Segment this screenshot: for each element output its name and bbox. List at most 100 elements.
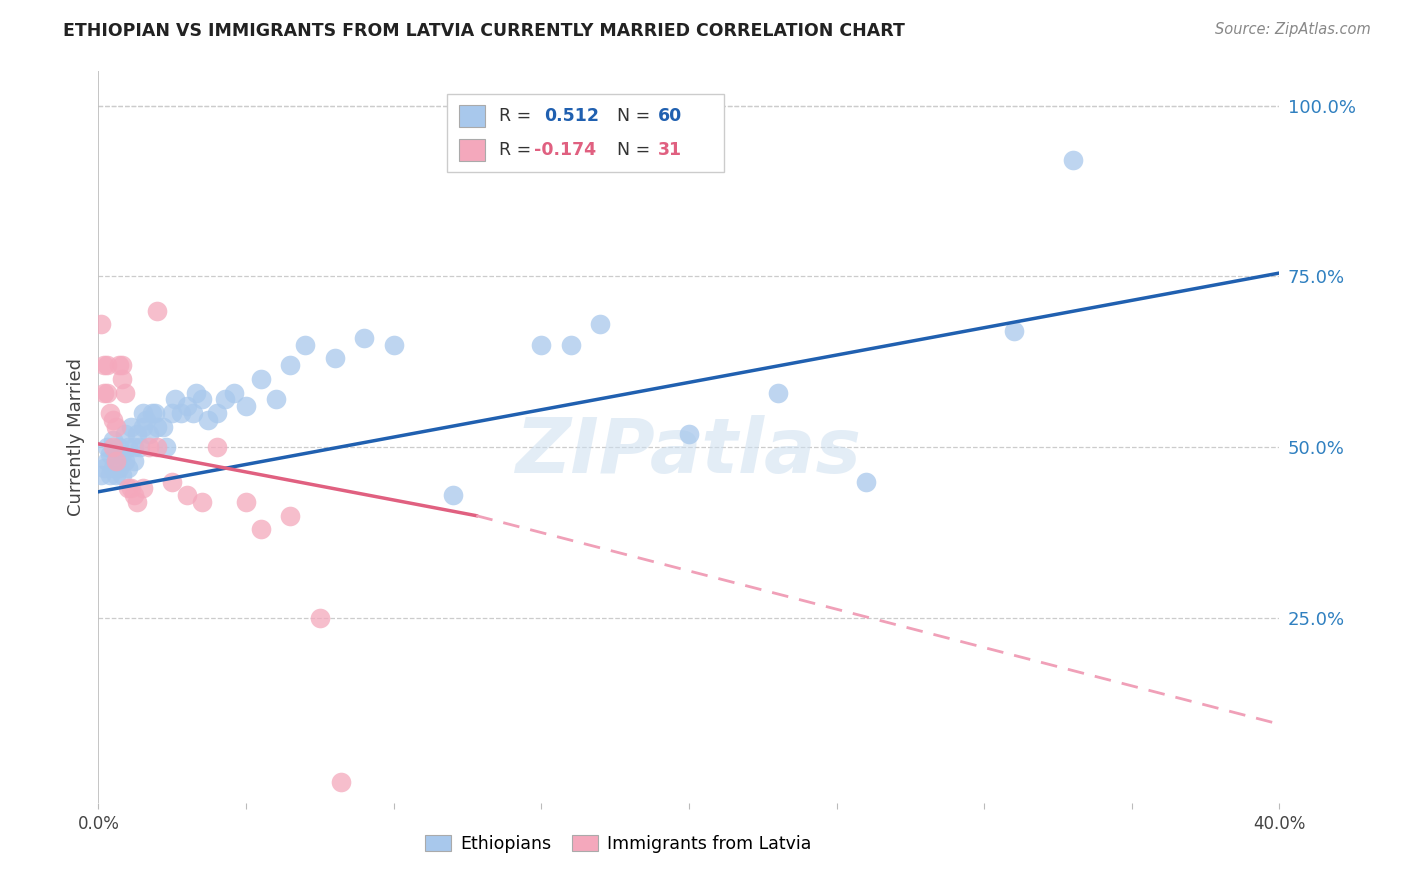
Point xyxy=(96,454,118,468)
Y-axis label: Currently Married: Currently Married xyxy=(66,358,84,516)
Point xyxy=(441,488,464,502)
Point xyxy=(309,611,332,625)
Point xyxy=(205,406,228,420)
Point xyxy=(191,392,214,407)
Point xyxy=(132,481,155,495)
FancyBboxPatch shape xyxy=(458,139,485,161)
Point xyxy=(125,495,148,509)
Point xyxy=(280,508,302,523)
Point xyxy=(114,426,136,441)
Point xyxy=(138,440,160,454)
Point xyxy=(96,385,118,400)
Point xyxy=(132,406,155,420)
Point xyxy=(122,488,145,502)
Point xyxy=(122,440,145,454)
Point xyxy=(184,385,207,400)
Text: 31: 31 xyxy=(658,141,682,160)
Point xyxy=(93,385,115,400)
Point xyxy=(224,385,246,400)
Point xyxy=(108,460,131,475)
Point xyxy=(103,413,125,427)
Point xyxy=(114,454,136,468)
Point xyxy=(108,440,131,454)
Point xyxy=(143,406,166,420)
Point xyxy=(105,420,128,434)
Point xyxy=(108,359,131,373)
Point xyxy=(93,359,115,373)
Text: 0.512: 0.512 xyxy=(544,107,599,125)
Point xyxy=(382,338,405,352)
Text: Source: ZipAtlas.com: Source: ZipAtlas.com xyxy=(1215,22,1371,37)
Text: -0.174: -0.174 xyxy=(534,141,596,160)
Point xyxy=(117,440,139,454)
Point xyxy=(96,440,118,454)
Point xyxy=(353,331,375,345)
Text: 60: 60 xyxy=(658,107,682,125)
Point xyxy=(93,460,115,475)
Point xyxy=(205,440,228,454)
Point xyxy=(105,467,128,482)
Point xyxy=(235,400,257,414)
Point xyxy=(146,420,169,434)
Text: N =: N = xyxy=(617,107,650,125)
Point xyxy=(165,392,187,407)
Point xyxy=(98,467,121,482)
Point xyxy=(264,392,287,407)
Point xyxy=(111,372,134,386)
Point xyxy=(141,406,163,420)
Point xyxy=(120,420,142,434)
Point xyxy=(114,385,136,400)
Point xyxy=(128,440,150,454)
Text: ETHIOPIAN VS IMMIGRANTS FROM LATVIA CURRENTLY MARRIED CORRELATION CHART: ETHIOPIAN VS IMMIGRANTS FROM LATVIA CURR… xyxy=(63,22,905,40)
Point xyxy=(111,467,134,482)
Point xyxy=(323,351,346,366)
Point xyxy=(250,372,273,386)
Point xyxy=(122,454,145,468)
FancyBboxPatch shape xyxy=(458,105,485,127)
FancyBboxPatch shape xyxy=(447,94,724,172)
Text: R =: R = xyxy=(499,141,531,160)
Point xyxy=(1002,324,1025,338)
Point xyxy=(90,467,112,482)
Point xyxy=(162,475,183,489)
Point xyxy=(250,522,273,536)
Point xyxy=(105,447,128,461)
Point xyxy=(103,460,125,475)
Point xyxy=(111,359,134,373)
Point xyxy=(90,318,112,332)
Point xyxy=(111,447,134,461)
Point xyxy=(125,426,148,441)
Point xyxy=(120,481,142,495)
Point xyxy=(235,495,257,509)
Point xyxy=(176,488,198,502)
Point xyxy=(105,454,128,468)
Point xyxy=(181,406,204,420)
Point xyxy=(294,338,316,352)
Point xyxy=(117,481,139,495)
Point xyxy=(152,420,174,434)
Point xyxy=(162,406,183,420)
Point xyxy=(280,359,302,373)
Point xyxy=(98,447,121,461)
Point xyxy=(170,406,193,420)
Point xyxy=(560,338,582,352)
Point xyxy=(176,400,198,414)
Point xyxy=(103,434,125,448)
Point xyxy=(855,475,877,489)
Point xyxy=(214,392,236,407)
Point xyxy=(138,426,160,441)
Legend: Ethiopians, Immigrants from Latvia: Ethiopians, Immigrants from Latvia xyxy=(418,828,818,860)
Point xyxy=(155,440,177,454)
Text: R =: R = xyxy=(499,107,531,125)
Point xyxy=(191,495,214,509)
Point xyxy=(98,406,121,420)
Point xyxy=(132,420,155,434)
Text: ZIPatlas: ZIPatlas xyxy=(516,415,862,489)
Point xyxy=(1062,153,1084,168)
Point xyxy=(197,413,219,427)
Text: N =: N = xyxy=(617,141,650,160)
Point xyxy=(589,318,612,332)
Point xyxy=(766,385,789,400)
Point xyxy=(96,359,118,373)
Point xyxy=(103,440,125,454)
